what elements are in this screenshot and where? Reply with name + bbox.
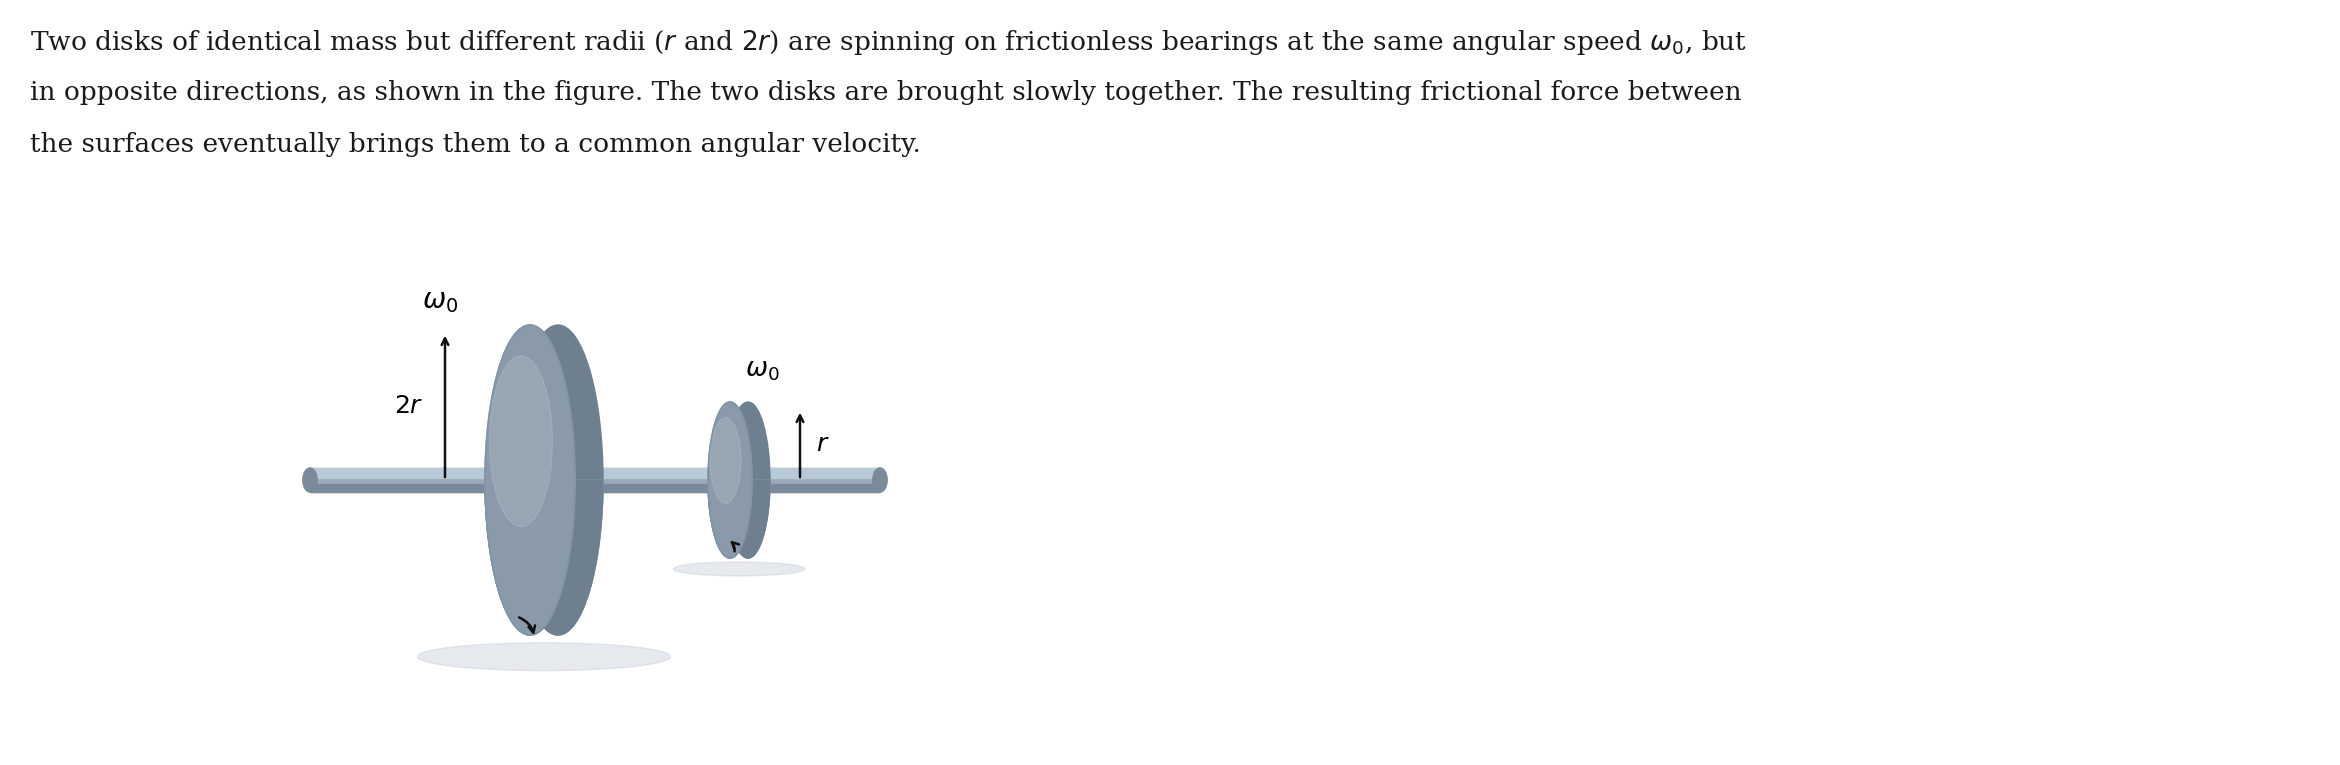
Text: $\omega_0$: $\omega_0$ [421,288,459,314]
Text: the surfaces eventually brings them to a common angular velocity.: the surfaces eventually brings them to a… [30,132,922,157]
Polygon shape [484,480,604,635]
Polygon shape [709,480,770,558]
Ellipse shape [417,643,672,671]
Ellipse shape [512,325,604,635]
Ellipse shape [873,468,887,492]
Polygon shape [309,483,880,492]
Text: $r$: $r$ [817,434,831,457]
Polygon shape [709,480,770,558]
Ellipse shape [674,562,805,576]
Polygon shape [309,468,880,477]
Ellipse shape [711,418,742,503]
Text: $\omega_0$: $\omega_0$ [744,357,779,382]
Ellipse shape [489,356,552,526]
Text: $2r$: $2r$ [393,395,424,418]
Polygon shape [309,468,880,492]
Polygon shape [484,480,604,635]
Ellipse shape [484,325,576,635]
Ellipse shape [302,468,318,492]
Ellipse shape [709,402,751,558]
Text: in opposite directions, as shown in the figure. The two disks are brought slowly: in opposite directions, as shown in the … [30,80,1741,105]
Text: Two disks of identical mass but different radii ($r$ and $2r$) are spinning on f: Two disks of identical mass but differen… [30,28,1748,57]
Ellipse shape [725,402,770,558]
